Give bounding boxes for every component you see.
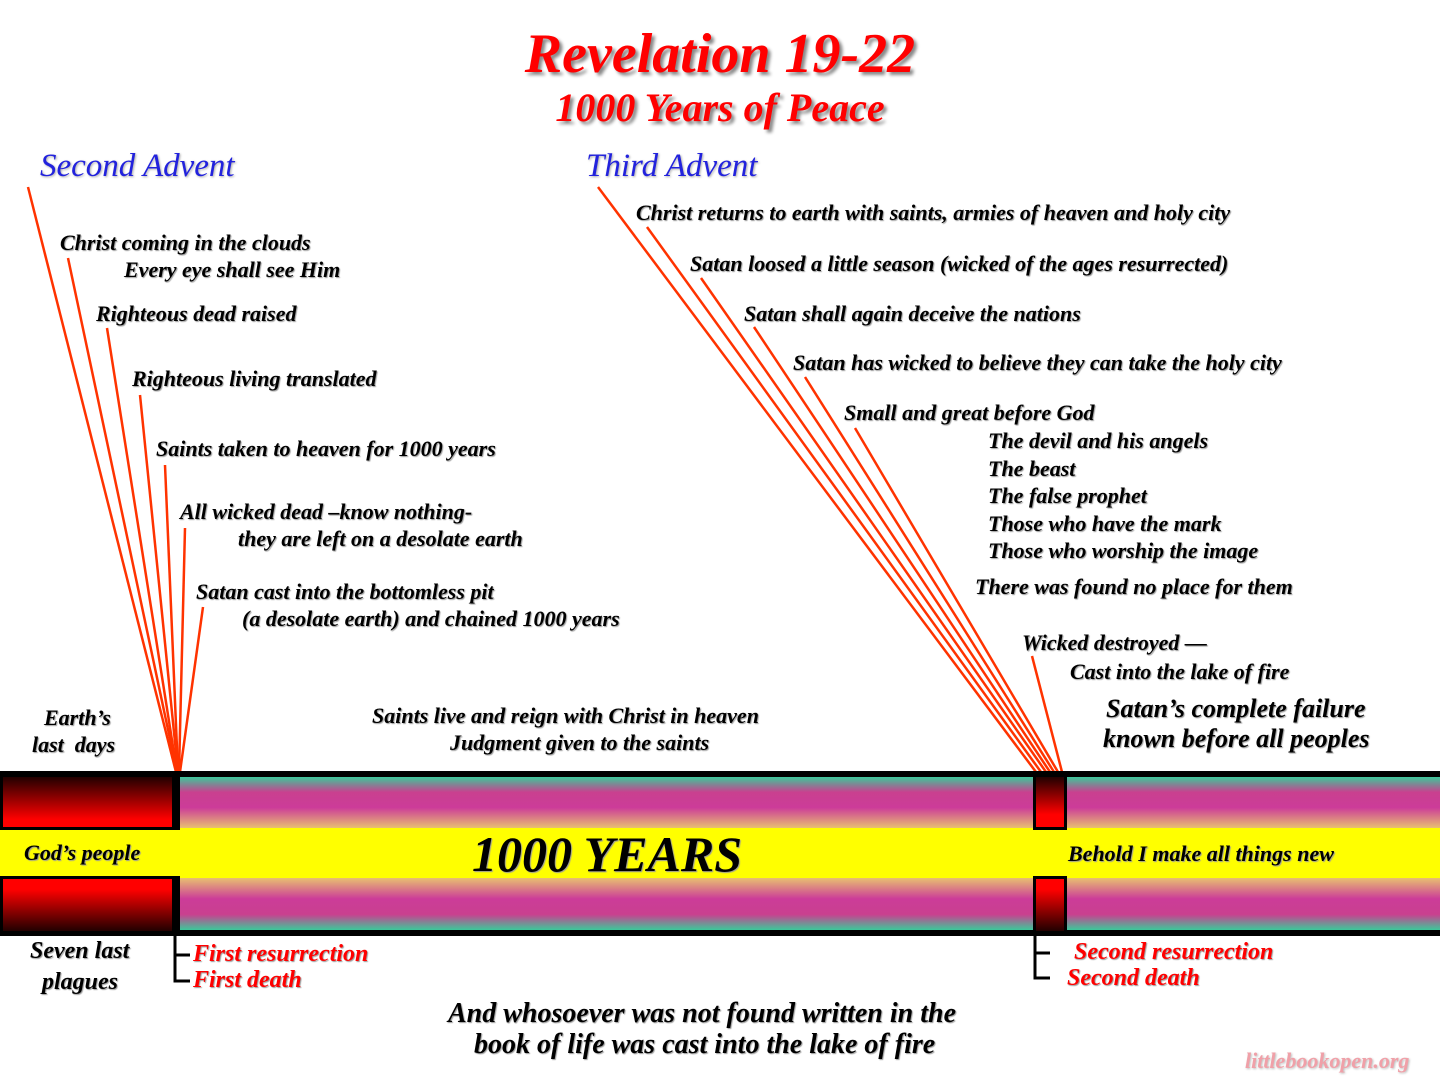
third-advent-item: Satan shall again deceive the nations bbox=[744, 301, 1081, 326]
second-advent-item: Satan cast into the bottomless pit bbox=[196, 579, 494, 604]
second-resurrection: Second resurrection bbox=[1074, 939, 1274, 965]
page-subtitle: 1000 Years of Peace bbox=[555, 85, 885, 130]
left-red-box-bottom bbox=[0, 876, 175, 934]
failure-line: known before all peoples bbox=[1103, 724, 1370, 753]
first-resurrection: First resurrection bbox=[193, 941, 369, 967]
second-advent-item: Righteous dead raised bbox=[96, 301, 297, 326]
left-red-box-top bbox=[0, 774, 175, 830]
pointer-line bbox=[178, 606, 205, 773]
pointer-line bbox=[752, 326, 1052, 773]
third-advent-heading: Third Advent bbox=[586, 148, 758, 184]
second-advent-item: Righteous living translated bbox=[132, 366, 377, 391]
pointer-line bbox=[853, 427, 1060, 773]
gods-people-label: God’s people bbox=[24, 840, 141, 865]
pointer-line bbox=[163, 464, 180, 773]
earths-last-days: Earth’s bbox=[44, 705, 111, 730]
first-death: First death bbox=[193, 967, 302, 993]
third-advent-item: Wicked destroyed — bbox=[1022, 630, 1207, 655]
seven-last-plagues: plagues bbox=[42, 969, 119, 995]
pointer-line bbox=[596, 186, 1038, 773]
second-advent-item: Christ coming in the clouds bbox=[60, 230, 311, 255]
saints-reign: Saints live and reign with Christ in hea… bbox=[372, 703, 759, 728]
page-title: Revelation 19-22 bbox=[524, 23, 916, 85]
new-earth-label: Behold I make all things new bbox=[1068, 841, 1334, 866]
failure-line: Satan’s complete failure bbox=[1106, 694, 1366, 723]
third-advent-item: Satan loosed a little season (wicked of … bbox=[690, 251, 1229, 276]
second-advent-item: Every eye shall see Him bbox=[124, 257, 341, 282]
footer-verse: And whosoever was not found written in t… bbox=[448, 998, 957, 1029]
seven-last-plagues: Seven last bbox=[30, 938, 130, 964]
second-advent-item: Saints taken to heaven for 1000 years bbox=[156, 436, 496, 461]
pointer-line bbox=[138, 394, 180, 773]
pointer-line bbox=[803, 376, 1056, 773]
second-advent-item: All wicked dead –know nothing- bbox=[180, 499, 473, 524]
second-advent-heading: Second Advent bbox=[40, 148, 235, 184]
saints-reign: Judgment given to the saints bbox=[450, 730, 710, 755]
third-advent-item: The false prophet bbox=[988, 483, 1147, 508]
pointer-line bbox=[645, 226, 1043, 773]
second-advent-item: they are left on a desolate earth bbox=[238, 526, 523, 551]
third-advent-item: Christ returns to earth with saints, arm… bbox=[636, 200, 1231, 225]
third-advent-item: Satan has wicked to believe they can tak… bbox=[793, 350, 1282, 375]
second-bracket bbox=[1033, 934, 1050, 980]
lower-band bbox=[180, 878, 1440, 930]
third-advent-item: The devil and his angels bbox=[988, 428, 1209, 453]
pointer-line bbox=[699, 277, 1048, 773]
third-advent-item: The beast bbox=[988, 456, 1076, 481]
thousand-years-label: 1000 YEARS bbox=[472, 826, 742, 882]
watermark: littlebookopen.org bbox=[1245, 1048, 1410, 1073]
third-advent-item: Cast into the lake of fire bbox=[1070, 659, 1290, 684]
second-advent-item: (a desolate earth) and chained 1000 year… bbox=[242, 606, 620, 631]
upper-band bbox=[180, 777, 1440, 828]
pointer-line bbox=[26, 186, 178, 773]
pointer-line bbox=[105, 327, 179, 773]
first-bracket bbox=[173, 934, 190, 983]
third-advent-item: Those who worship the image bbox=[988, 538, 1259, 563]
pointer-line bbox=[1030, 655, 1064, 773]
pointer-line bbox=[66, 257, 179, 773]
pointer-line bbox=[177, 527, 187, 773]
center-band bbox=[0, 828, 1440, 878]
footer-verse: book of life was cast into the lake of f… bbox=[474, 1029, 936, 1060]
third-advent-item: Small and great before God bbox=[844, 400, 1095, 425]
right-red-box-bottom bbox=[1033, 876, 1067, 934]
second-death: Second death bbox=[1067, 965, 1200, 991]
third-advent-item: Those who have the mark bbox=[988, 511, 1222, 536]
right-red-box-top bbox=[1033, 774, 1067, 830]
third-advent-item: There was found no place for them bbox=[975, 574, 1293, 599]
earths-last-days: last days bbox=[32, 732, 116, 757]
